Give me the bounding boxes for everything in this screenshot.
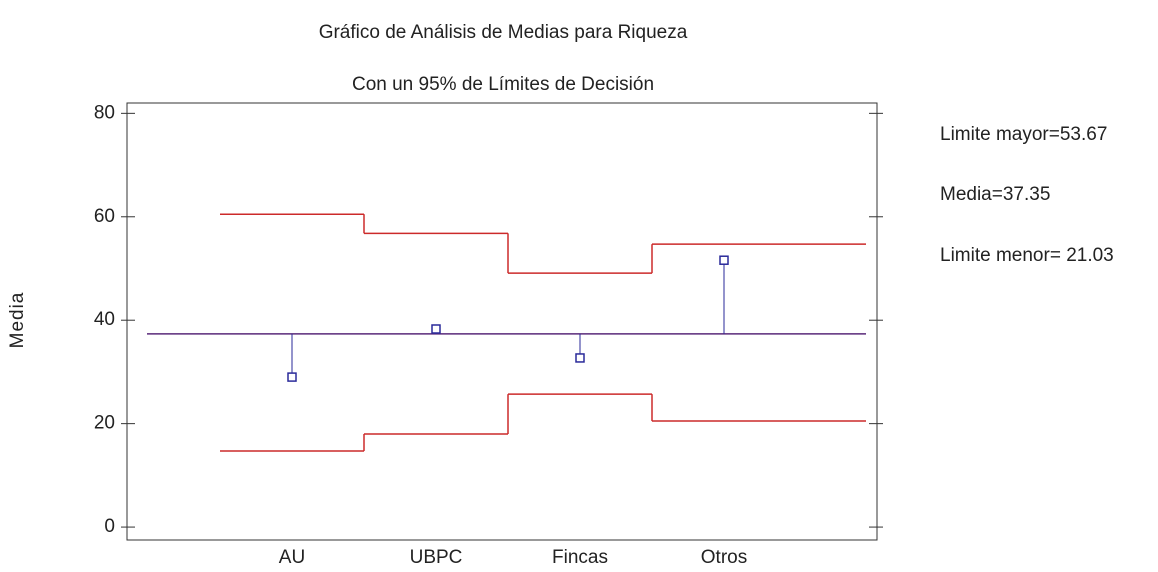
mean-point [287,372,297,382]
y-tick-label: 80 [94,102,115,123]
y-tick-label: 40 [94,309,115,330]
x-tick-label: AU [279,547,305,568]
chart-subtitle: Con un 95% de Límites de Decisión [352,74,654,95]
mean-point [431,324,441,334]
mean-point [575,353,585,363]
annotation: Limite menor= 21.03 [940,245,1114,266]
y-tick-label: 20 [94,413,115,434]
annotation: Media=37.35 [940,184,1050,205]
x-tick-label: Fincas [552,547,608,568]
x-tick-label: UBPC [410,547,463,568]
plot-frame [126,102,878,541]
mean-point [719,255,729,265]
y-tick-label: 0 [104,516,115,537]
y-axis-label: Media [7,292,28,349]
x-tick-label: Otros [701,547,747,568]
chart-title: Gráfico de Análisis de Medias para Rique… [319,22,688,43]
y-tick-label: 60 [94,206,115,227]
annotation: Limite mayor=53.67 [940,124,1107,145]
